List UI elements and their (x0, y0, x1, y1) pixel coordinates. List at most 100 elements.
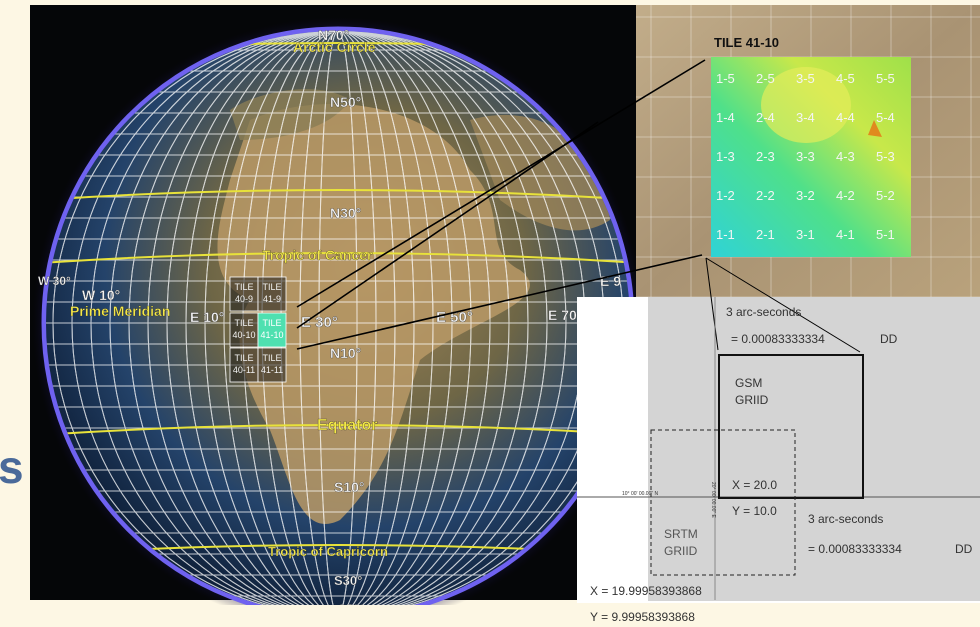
globe-tile-id: 40-10 (232, 330, 255, 340)
gsm-x: X = 20.0 (732, 478, 777, 492)
tile-title: TILE 41-10 (714, 35, 779, 50)
coordinate-tag: 10° 00' 00.00" N (622, 491, 659, 497)
graticule-longitude (204, 31, 472, 605)
tropic-cancer-line (46, 252, 630, 264)
subtile-label: 1-4 (716, 110, 735, 125)
elevation-high-area (761, 67, 851, 143)
arc-seconds-top: 3 arc-seconds (726, 305, 801, 319)
latitude-line-n30 (46, 189, 630, 201)
globe-label-n70: N70° (318, 27, 349, 43)
subtile-label: 3-1 (796, 227, 815, 242)
graticule-longitude (166, 31, 510, 605)
globe-label-e70: E 70° (548, 307, 582, 323)
subtile-label: 1-1 (716, 227, 735, 242)
subtile-label: 3-3 (796, 149, 815, 164)
globe-tile-label: TILE (234, 353, 253, 363)
subtile-label: 2-1 (756, 227, 775, 242)
subtile-label: 4-1 (836, 227, 855, 242)
dd-unit-right: DD (955, 542, 973, 556)
globe-tile-label: TILE (262, 353, 281, 363)
graticule-longitude (299, 31, 377, 605)
graticule-longitude (318, 31, 358, 605)
connector-arrow-1 (296, 59, 706, 308)
srtm-y: Y = 9.99958393868 (590, 610, 695, 624)
globe-label-n10: N10° (330, 345, 361, 361)
arc-seconds-right: 3 arc-seconds (808, 512, 883, 526)
globe-label-e10: E 10° (190, 309, 224, 325)
equator-line (46, 424, 630, 436)
globe-tile-label: TILE (262, 318, 281, 328)
srtm-x: X = 19.99958393868 (590, 584, 702, 598)
globe-label-equator: Equator (317, 417, 377, 434)
subtile-label: 3-4 (796, 110, 815, 125)
globe-label-tropic-cancer: Tropic of Cancer (262, 247, 373, 263)
graticule-longitude (109, 31, 567, 605)
globe-label-w30: W 30° (38, 274, 71, 288)
globe-tile-cell (229, 276, 259, 312)
graticule-longitude (147, 31, 529, 605)
globe-tile-id: 41-10 (260, 330, 283, 340)
graticule-longitude (128, 31, 548, 605)
subtile-label: 5-4 (876, 110, 895, 125)
subtile-label: 4-4 (836, 110, 855, 125)
connector-arrow-3 (296, 254, 703, 350)
tile-detail-map: TILE 41-10 1-5 2-5 3-5 4-5 5-5 1-4 2-4 3-4 4-4 5-… (636, 5, 980, 297)
globe-tile-label: TILE (234, 282, 253, 292)
continent-europe (230, 89, 350, 140)
gsm-label-sub: GRIID (735, 393, 769, 407)
subtile-label: 4-3 (836, 149, 855, 164)
subtile-label: 2-3 (756, 149, 775, 164)
globe-label-s30: S30° (334, 573, 362, 588)
globe-label-prime-meridian: Prime Meridian (70, 303, 170, 319)
subtile-label: 2-5 (756, 71, 775, 86)
dd-value-top: = 0.00083333334 (731, 332, 825, 346)
continent-africa (217, 104, 530, 524)
connector-down-left (705, 257, 719, 351)
coordinate-tag-vertical: 20° 00' 00.00" E (710, 482, 716, 519)
dd-value-right: = 0.00083333334 (808, 542, 902, 556)
subtile-label: 1-3 (716, 149, 735, 164)
globe-tile-cell (229, 312, 259, 348)
globe-tile-id: 41-11 (261, 365, 283, 375)
subtile-label: 5-1 (876, 227, 895, 242)
globe-label-n50: N50° (330, 94, 361, 110)
subtile-label: 4-2 (836, 188, 855, 203)
globe-tile-cell (257, 312, 287, 348)
gsm-y: Y = 10.0 (732, 504, 777, 518)
globe-tile-id: 40-9 (235, 294, 253, 304)
subtile-label: 3-2 (796, 188, 815, 203)
srtm-label-sub: GRIID (664, 544, 698, 558)
globe-label-tropic-capricorn: Tropic of Capricorn (268, 544, 388, 559)
globe-label-n30: N30° (330, 205, 361, 221)
connector-down-right (705, 257, 861, 353)
subtile-label: 2-4 (756, 110, 775, 125)
grid-diagram-gray (648, 297, 980, 601)
subtile-label: 5-5 (876, 71, 895, 86)
subtile-label: 3-5 (796, 71, 815, 86)
globe-tile-label: TILE (234, 318, 253, 328)
srtm-label: SRTM (664, 527, 698, 541)
graticule-longitude (223, 31, 453, 605)
subtile-label: 1-2 (716, 188, 735, 203)
graticule-longitude (185, 31, 491, 605)
globe-label-s50: S50° (338, 602, 364, 605)
globe-label-e50: E 50° (436, 309, 473, 326)
dd-unit-top: DD (880, 332, 898, 346)
srtm-grid-box (650, 429, 796, 576)
gsm-grid-box (718, 354, 864, 499)
globe-tile-cell (257, 347, 287, 383)
subtile-label: 5-3 (876, 149, 895, 164)
subtile-label: 2-2 (756, 188, 775, 203)
globe-tile-id: 41-9 (263, 294, 281, 304)
subtile-label: 4-5 (836, 71, 855, 86)
elevation-peak (868, 120, 882, 137)
slide-text-fragment: s (0, 441, 24, 493)
globe-label-w10: W 10° (82, 287, 120, 303)
globe-label-s10: S10° (334, 479, 365, 495)
gsm-label: GSM (735, 376, 762, 390)
connector-arrow-2 (296, 121, 599, 329)
globe-tile-cell (257, 276, 287, 312)
